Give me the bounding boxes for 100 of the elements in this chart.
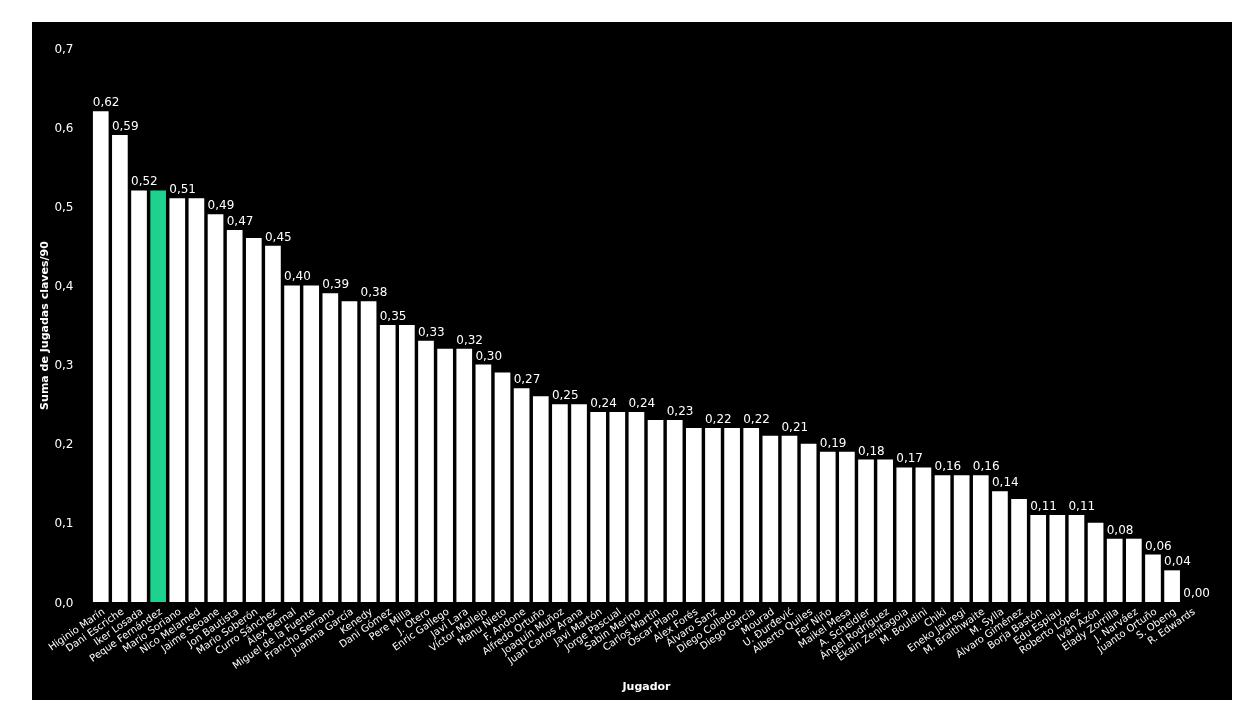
data-label: 0,23 bbox=[666, 403, 694, 418]
bar bbox=[628, 412, 645, 602]
bar bbox=[1049, 514, 1066, 602]
data-label: 0,00 bbox=[1183, 586, 1210, 600]
bar bbox=[513, 388, 530, 602]
bar bbox=[494, 372, 511, 602]
bar bbox=[571, 404, 587, 602]
bar bbox=[934, 475, 951, 602]
bar bbox=[112, 135, 128, 602]
bar bbox=[685, 427, 702, 602]
data-label: 0,11 bbox=[1030, 498, 1057, 513]
bar bbox=[245, 237, 262, 602]
bar bbox=[131, 190, 147, 602]
bar bbox=[475, 364, 492, 602]
bar bbox=[590, 412, 607, 602]
data-label: 0,45 bbox=[264, 229, 292, 244]
y-axis-title: Suma de Jugadas claves/90 bbox=[38, 240, 52, 410]
data-label: 0,24 bbox=[628, 396, 656, 411]
bar bbox=[379, 325, 396, 602]
bar bbox=[418, 340, 434, 602]
bar bbox=[1068, 514, 1085, 602]
bar bbox=[1030, 514, 1047, 602]
bar bbox=[972, 475, 989, 602]
bar bbox=[1011, 499, 1027, 602]
data-label: 0,17 bbox=[896, 451, 923, 466]
data-label: 0,08 bbox=[1106, 522, 1134, 537]
bar bbox=[953, 475, 970, 602]
data-label: 0,59 bbox=[111, 119, 139, 134]
bar bbox=[303, 285, 320, 602]
bar bbox=[226, 230, 243, 602]
data-label: 0,38 bbox=[360, 285, 388, 300]
y-tick-label: 0,4 bbox=[54, 278, 74, 293]
y-tick-label: 0,1 bbox=[54, 516, 74, 531]
bar bbox=[819, 451, 836, 602]
data-label: 0,16 bbox=[934, 459, 962, 474]
bar bbox=[609, 412, 626, 602]
bar bbox=[762, 435, 779, 602]
data-label: 0,52 bbox=[131, 174, 158, 189]
data-label: 0,30 bbox=[475, 348, 503, 363]
bar bbox=[169, 198, 186, 602]
bar bbox=[724, 427, 740, 602]
bar bbox=[456, 348, 473, 602]
bar bbox=[437, 348, 453, 602]
data-label: 0,18 bbox=[858, 443, 885, 458]
bar bbox=[800, 443, 817, 602]
y-tick-label: 0,6 bbox=[54, 120, 74, 135]
data-label: 0,22 bbox=[743, 411, 770, 426]
y-tick-label: 0,2 bbox=[54, 437, 74, 452]
bar bbox=[877, 459, 893, 602]
bar bbox=[705, 427, 721, 602]
data-label: 0,39 bbox=[322, 277, 350, 292]
bar bbox=[1164, 570, 1180, 602]
bar bbox=[992, 491, 1008, 602]
bar bbox=[781, 435, 798, 602]
bar bbox=[1087, 522, 1104, 602]
data-label: 0,22 bbox=[704, 411, 732, 426]
data-label: 0,06 bbox=[1144, 538, 1172, 553]
bar bbox=[360, 301, 377, 602]
bar bbox=[1145, 554, 1161, 602]
data-label: 0,19 bbox=[819, 435, 847, 450]
bar bbox=[666, 419, 683, 602]
bar bbox=[207, 214, 224, 602]
y-tick-label: 0,5 bbox=[54, 199, 74, 214]
y-tick-label: 0,0 bbox=[54, 595, 74, 610]
bar bbox=[1106, 538, 1123, 602]
data-label: 0,62 bbox=[92, 95, 120, 110]
data-label: 0,40 bbox=[284, 269, 311, 284]
bar bbox=[839, 451, 855, 602]
data-label: 0,25 bbox=[551, 388, 579, 403]
x-axis-title: Jugador bbox=[621, 679, 672, 693]
data-label: 0,33 bbox=[417, 324, 445, 339]
data-label: 0,24 bbox=[590, 396, 617, 411]
bar bbox=[284, 285, 300, 602]
bar bbox=[188, 198, 205, 602]
bar bbox=[858, 459, 874, 602]
data-label: 0,11 bbox=[1068, 498, 1096, 513]
data-label: 0,47 bbox=[226, 214, 254, 229]
bar bbox=[322, 293, 339, 602]
y-tick-label: 0,7 bbox=[54, 41, 74, 56]
bar bbox=[399, 325, 415, 602]
bar bbox=[896, 467, 913, 602]
y-tick-label: 0,3 bbox=[54, 358, 74, 373]
data-label: 0,35 bbox=[379, 309, 407, 323]
data-label: 0,14 bbox=[991, 475, 1019, 490]
data-label: 0,49 bbox=[207, 198, 235, 213]
bar bbox=[1126, 538, 1142, 602]
data-label: 0,32 bbox=[456, 332, 483, 347]
bar bbox=[150, 190, 166, 602]
data-label: 0,51 bbox=[169, 182, 196, 197]
bar bbox=[532, 396, 549, 602]
bar bbox=[341, 301, 358, 602]
bar bbox=[915, 467, 932, 602]
bar bbox=[265, 245, 281, 602]
bar bbox=[743, 427, 760, 602]
data-label: 0,27 bbox=[513, 372, 541, 387]
data-label: 0,21 bbox=[781, 419, 809, 434]
data-label: 0,16 bbox=[972, 459, 1000, 474]
data-label: 0,04 bbox=[1164, 554, 1191, 569]
bar bbox=[92, 111, 109, 602]
bar bbox=[647, 419, 664, 602]
